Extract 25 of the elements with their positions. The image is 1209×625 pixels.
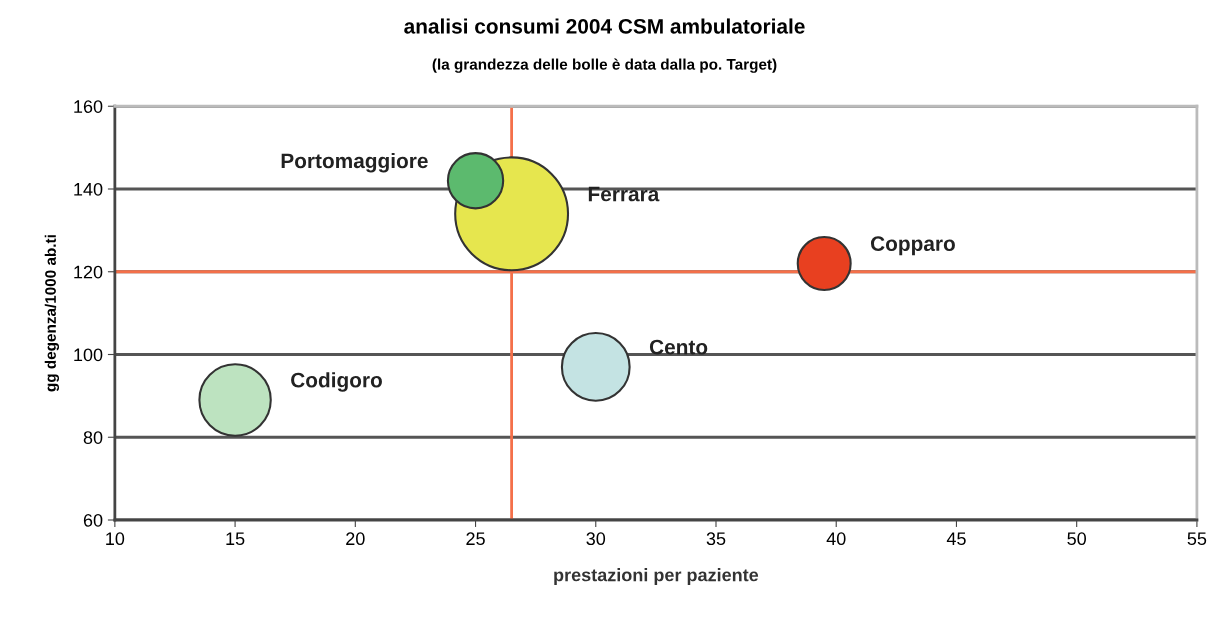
x-tick-label: 50 (1067, 532, 1087, 546)
x-axis-title: prestazioni per paziente (554, 568, 759, 585)
series-label: Cento (649, 339, 708, 355)
y-tick-label: 80 (83, 431, 103, 444)
x-tick-label: 35 (706, 532, 726, 546)
x-tick-label: 25 (466, 532, 485, 546)
series-label: Ferrara (588, 186, 660, 202)
x-tick-label: 10 (106, 532, 125, 546)
x-tick-label: 30 (586, 532, 606, 546)
y-tick-label: 60 (83, 513, 103, 527)
x-tick-label: 20 (346, 532, 365, 546)
y-axis-title: gg degenza/1000 ab.ti (44, 235, 60, 392)
x-tick-label: 55 (1187, 532, 1207, 546)
series-label: Copparo (870, 236, 955, 256)
x-tick-label: 40 (826, 532, 846, 546)
y-tick-label: 160 (74, 100, 103, 113)
series-label: Codigoro (291, 372, 382, 392)
y-tick-label: 140 (74, 182, 103, 196)
y-tick-label: 100 (74, 348, 103, 362)
y-tick-label: 120 (74, 265, 103, 279)
series-label: Portomaggiore (281, 152, 428, 173)
x-tick-label: 15 (226, 532, 245, 546)
chart-subtitle: (la grandezza delle bolle è data dalla po. Target) (432, 58, 777, 73)
chart-title: analisi consumi 2004 CSM ambulatoriale (404, 18, 805, 34)
x-tick-label: 45 (946, 532, 966, 546)
